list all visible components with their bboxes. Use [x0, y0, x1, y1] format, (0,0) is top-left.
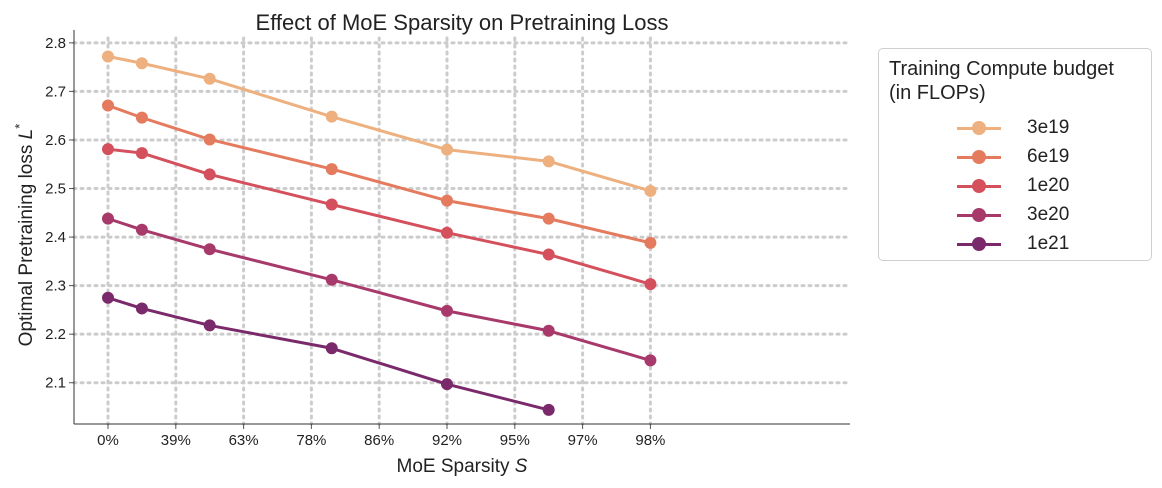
data-point-6e19 [102, 99, 114, 112]
y-tick-label: 2.8 [45, 35, 66, 52]
data-point-6e19 [203, 133, 216, 146]
data-point-1e21 [203, 319, 216, 332]
data-point-3e20 [325, 273, 338, 286]
data-point-1e20 [441, 226, 453, 239]
data-point-3e20 [135, 223, 148, 236]
y-tick-label: 2.3 [45, 278, 66, 295]
x-tick-label: 95% [500, 432, 530, 449]
legend-label: 1e21 [1027, 233, 1070, 254]
y-tick-label: 2.2 [45, 326, 66, 343]
data-point-1e20 [102, 143, 114, 156]
data-point-1e20 [644, 278, 657, 291]
legend-item-6e19: 6e19 [957, 144, 1137, 170]
series-line-1e21 [107, 296, 550, 412]
data-point-1e20 [203, 168, 216, 181]
data-point-3e19 [644, 184, 657, 197]
x-tick-label: 39% [161, 432, 191, 449]
data-point-3e20 [542, 324, 555, 337]
legend: Training Compute budget (in FLOPs) 3e19 6… [878, 48, 1152, 261]
y-tick-label: 2.7 [45, 83, 66, 100]
data-point-3e20 [441, 304, 453, 317]
x-tick-label: 98% [635, 432, 665, 449]
y-tick-label: 2.4 [45, 229, 66, 246]
data-point-6e19 [135, 111, 148, 124]
data-point-1e21 [102, 291, 114, 304]
data-point-3e19 [441, 143, 453, 156]
legend-marker [972, 208, 986, 222]
x-tick-label: 86% [364, 432, 394, 449]
y-axis-label: Optimal Pretraining loss L* [12, 124, 37, 347]
y-tick-label: 2.1 [45, 375, 66, 392]
data-point-3e20 [203, 243, 216, 256]
legend-marker [972, 237, 986, 251]
data-point-3e19 [542, 155, 555, 168]
x-tick-label: 78% [296, 432, 326, 449]
data-point-6e19 [644, 236, 657, 249]
legend-label: 6e19 [1027, 146, 1070, 167]
legend-marker [972, 150, 986, 164]
data-point-6e19 [441, 194, 453, 207]
legend-title: Training Compute budget (in FLOPs) [889, 58, 1114, 104]
legend-marker [972, 121, 986, 135]
data-point-1e21 [135, 302, 148, 315]
data-point-1e21 [325, 342, 338, 355]
data-point-3e20 [644, 354, 657, 367]
data-point-6e19 [542, 212, 555, 225]
y-tick-label: 2.6 [45, 132, 66, 149]
legend-item-3e20: 3e20 [957, 202, 1137, 228]
legend-label: 3e19 [1027, 117, 1070, 138]
legend-label: 3e20 [1027, 204, 1070, 225]
x-tick-label: 97% [568, 432, 598, 449]
chart-plot: 0% 39% 63% 78% 86% 92% 95% 97% 98% 2.1 2.2 2.3 2.4 2.… [12, 10, 852, 477]
data-point-3e19 [135, 57, 148, 70]
legend-item-3e19: 3e19 [957, 115, 1137, 141]
legend-item-1e21: 1e21 [957, 231, 1137, 257]
legend-item-1e20: 1e20 [957, 173, 1137, 199]
data-point-3e20 [102, 212, 114, 225]
chart-title: Effect of MoE Sparsity on Pretraining Lo… [256, 10, 669, 35]
x-tick-label: 0% [97, 432, 119, 449]
y-tick-label: 2.5 [45, 181, 66, 198]
data-point-1e20 [325, 198, 338, 211]
data-point-3e19 [325, 110, 338, 123]
legend-marker [972, 179, 986, 193]
legend-label: 1e20 [1027, 175, 1070, 196]
x-tick-label: 63% [229, 432, 259, 449]
x-tick-label: 92% [432, 432, 462, 449]
x-axis-label: MoE Sparsity S [397, 456, 528, 477]
data-point-6e19 [325, 163, 338, 176]
data-point-1e21 [441, 378, 453, 391]
data-point-1e20 [135, 147, 148, 160]
data-point-3e19 [203, 72, 216, 85]
data-point-3e19 [102, 50, 114, 63]
data-point-1e21 [542, 403, 555, 416]
data-point-1e20 [542, 248, 555, 261]
